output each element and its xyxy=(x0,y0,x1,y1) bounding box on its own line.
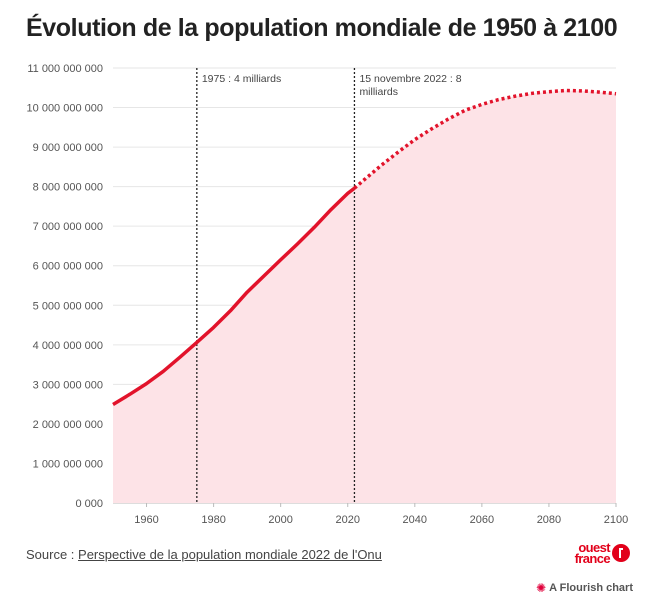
x-tick-label: 2100 xyxy=(604,514,628,526)
brand-line-1: ouest xyxy=(578,540,610,555)
y-tick-label: 8 000 000 000 xyxy=(33,182,103,194)
page-title: Évolution de la population mondiale de 1… xyxy=(26,14,618,42)
annotation-label: milliards xyxy=(359,86,398,98)
flourish-label: A Flourish chart xyxy=(549,582,633,594)
y-tick-label: 1 000 000 000 xyxy=(33,458,103,470)
x-tick-label: 2040 xyxy=(403,514,427,526)
brand-mark-icon xyxy=(612,544,630,562)
annotation-label: 1975 : 4 milliards xyxy=(202,73,281,85)
y-tick-label: 5 000 000 000 xyxy=(33,300,103,312)
y-tick-label: 2 000 000 000 xyxy=(33,419,103,431)
x-tick-label: 2000 xyxy=(268,514,292,526)
y-tick-label: 10 000 000 000 xyxy=(27,103,103,115)
x-tick-label: 2080 xyxy=(537,514,561,526)
x-tick-label: 1960 xyxy=(134,514,158,526)
flourish-icon: ✺ xyxy=(536,581,547,595)
y-tick-label: 7 000 000 000 xyxy=(33,221,103,233)
population-line-projection[interactable] xyxy=(353,88,617,190)
source-link[interactable]: Perspective de la population mondiale 20… xyxy=(78,547,382,562)
flourish-credit[interactable]: ✺ A Flourish chart xyxy=(536,581,633,595)
population-chart: 0 000 1 000 000 000 2 000 000 000 3 000 000… xyxy=(27,63,629,526)
x-tick-label: 1980 xyxy=(201,514,225,526)
source-note: Source : Perspective de la population mo… xyxy=(26,547,382,562)
y-axis: 0 000 1 000 000 000 2 000 000 000 3 000 000… xyxy=(27,63,103,510)
y-tick-label: 3 000 000 000 xyxy=(33,379,103,391)
x-tick-label: 2060 xyxy=(470,514,494,526)
x-tick-label: 2020 xyxy=(335,514,359,526)
brand-line-2: france xyxy=(574,551,611,566)
x-axis: 1960 1980 2000 2020 2040 2060 2080 2100 xyxy=(113,502,628,526)
brand-wordmark: ouest france xyxy=(566,540,611,566)
y-tick-label: 6 000 000 000 xyxy=(33,261,103,273)
population-area xyxy=(113,90,616,503)
y-tick-label: 9 000 000 000 xyxy=(33,142,103,154)
y-tick-label: 11 000 000 000 xyxy=(27,63,103,75)
ouest-france-logo[interactable]: ouest france xyxy=(566,540,632,568)
y-tick-label: 4 000 000 000 xyxy=(33,340,103,352)
y-tick-label: 0 000 xyxy=(75,498,103,510)
population-line-historical[interactable] xyxy=(112,186,356,406)
source-prefix: Source : xyxy=(26,547,79,562)
annotations: 1975 : 4 milliards 15 novembre 2022 : 8mi… xyxy=(196,68,462,503)
annotation-label: 15 novembre 2022 : 8 xyxy=(359,73,461,85)
